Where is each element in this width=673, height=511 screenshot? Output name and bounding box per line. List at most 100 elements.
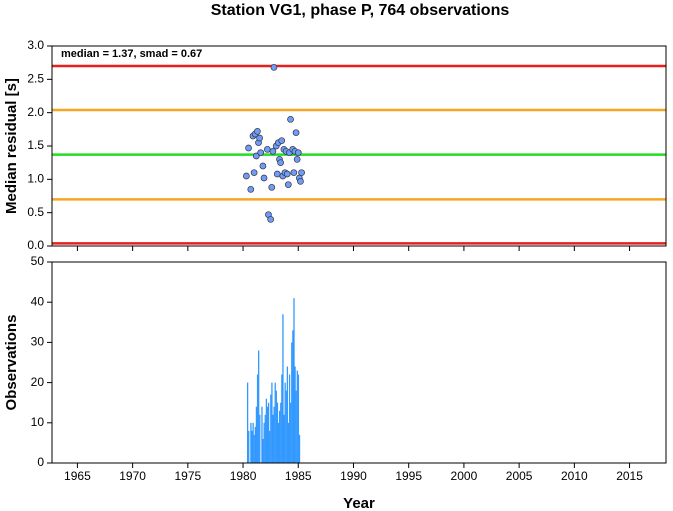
y-tick-label: 0.5 xyxy=(27,205,44,219)
bar xyxy=(270,394,272,463)
point xyxy=(268,183,276,191)
y-tick-label: 1.5 xyxy=(27,138,44,152)
bar xyxy=(246,382,249,463)
x-tick-label: 2010 xyxy=(561,469,588,483)
point xyxy=(270,63,278,71)
point xyxy=(290,169,298,177)
x-tick-label: 1965 xyxy=(64,469,91,483)
chart-title: Station VG1, phase P, 764 observations xyxy=(211,2,510,19)
bar xyxy=(290,402,292,463)
bar xyxy=(259,414,261,463)
bar xyxy=(262,438,264,463)
bar xyxy=(266,406,269,463)
bar xyxy=(255,406,258,463)
bar xyxy=(280,402,282,463)
point xyxy=(297,177,304,185)
point xyxy=(267,215,275,223)
x-tick-label: 1980 xyxy=(230,469,257,483)
bar xyxy=(292,330,294,463)
bar xyxy=(296,370,298,463)
bar xyxy=(263,422,265,463)
y-tick-label: 20 xyxy=(31,375,45,389)
bar xyxy=(286,366,289,463)
bar xyxy=(265,398,268,463)
x-axis-label: Year xyxy=(343,495,375,511)
bar xyxy=(273,406,275,463)
bar xyxy=(252,422,254,463)
bar xyxy=(251,430,253,463)
bar xyxy=(294,366,296,463)
bar xyxy=(288,374,291,463)
point xyxy=(257,149,265,157)
point xyxy=(260,174,268,182)
bar xyxy=(272,414,274,463)
plot-frame xyxy=(51,261,667,464)
x-tick-label: 1995 xyxy=(395,469,422,483)
y-tick-label: 1.0 xyxy=(27,172,44,186)
y-tick-label: 40 xyxy=(31,294,45,308)
y-tick-label: 50 xyxy=(31,254,45,268)
y-tick-label: 0.0 xyxy=(27,238,44,252)
y-tick-label: 3.0 xyxy=(27,38,44,52)
bar xyxy=(282,314,284,463)
point xyxy=(247,185,255,193)
point xyxy=(293,155,301,163)
bar xyxy=(297,374,300,463)
x-tick-label: 1970 xyxy=(119,469,146,483)
bar xyxy=(271,382,273,463)
point xyxy=(284,181,292,189)
point xyxy=(252,152,260,160)
point xyxy=(269,147,277,155)
point xyxy=(292,129,300,137)
bar xyxy=(284,382,286,463)
y-tick-label: 10 xyxy=(31,415,45,429)
x-tick-label: 1990 xyxy=(340,469,367,483)
y-axis-label: Median residual [s] xyxy=(3,78,20,214)
point xyxy=(283,170,291,178)
bar xyxy=(261,406,263,463)
point xyxy=(287,115,294,123)
y-tick-label: 2.0 xyxy=(27,105,44,119)
point xyxy=(256,134,263,142)
y-tick-label: 30 xyxy=(31,335,45,349)
point xyxy=(298,169,305,177)
bar xyxy=(248,430,250,463)
plot-frame xyxy=(51,45,667,247)
bar xyxy=(275,390,277,463)
bar xyxy=(254,426,256,463)
point xyxy=(294,149,302,157)
bar xyxy=(278,410,281,463)
annotation: median = 1.37, smad = 0.67 xyxy=(61,48,202,60)
bar xyxy=(258,350,260,463)
bar xyxy=(283,414,285,463)
x-tick-label: 2015 xyxy=(616,469,643,483)
bar xyxy=(291,342,293,463)
y-tick-label: 2.5 xyxy=(27,72,44,86)
point xyxy=(254,127,261,135)
bar xyxy=(274,382,276,463)
bar xyxy=(264,414,266,463)
bar xyxy=(287,422,290,463)
bar xyxy=(298,434,301,463)
x-tick-label: 2005 xyxy=(506,469,533,483)
bar xyxy=(267,402,270,463)
bar xyxy=(285,390,287,463)
x-tick-label: 2000 xyxy=(451,469,478,483)
point xyxy=(250,169,258,177)
bar xyxy=(253,434,255,463)
bar xyxy=(250,422,252,463)
bar xyxy=(256,374,259,463)
bar xyxy=(293,298,295,463)
point xyxy=(263,145,271,153)
bar xyxy=(269,430,271,463)
x-tick-label: 1975 xyxy=(174,469,201,483)
point xyxy=(273,170,281,178)
x-tick-label: 1985 xyxy=(285,469,312,483)
point xyxy=(245,144,252,152)
bar xyxy=(281,374,283,463)
bar xyxy=(276,402,279,463)
point xyxy=(243,172,250,180)
bar xyxy=(295,390,297,463)
point xyxy=(278,137,286,145)
